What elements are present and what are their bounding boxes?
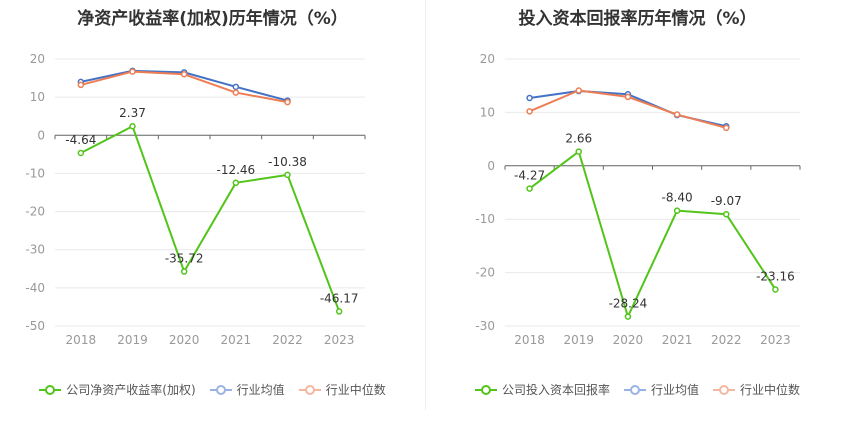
legend-line-icon: [298, 384, 321, 396]
y-tick-label: -10: [25, 166, 45, 180]
data-point: [624, 93, 632, 101]
y-tick-label: 20: [480, 52, 495, 66]
data-label: -8.40: [662, 191, 693, 205]
data-label: -23.16: [756, 269, 795, 283]
data-label: -35.72: [165, 252, 204, 266]
legend-item-industry-median[interactable]: 行业中位数: [713, 381, 800, 398]
data-point: [772, 286, 779, 293]
legend-line-icon: [623, 384, 646, 396]
x-tick-label: 2022: [711, 333, 742, 347]
legend-line-icon: [39, 384, 62, 396]
y-tick-label: -50: [25, 319, 45, 333]
data-point: [232, 179, 240, 187]
data-point: [77, 149, 85, 157]
legend-item-industry-mean[interactable]: 行业均值: [209, 381, 285, 398]
data-point: [180, 71, 188, 78]
y-tick-label: -30: [475, 319, 495, 333]
data-point: [232, 83, 240, 91]
series-line: [528, 150, 777, 318]
legend-line-icon: [713, 384, 735, 396]
data-label: 2.66: [565, 132, 592, 146]
y-tick-label: -30: [25, 243, 45, 257]
y-tick-label: -40: [25, 281, 45, 295]
legend-label: 行业均值: [650, 383, 699, 397]
chart-legend: 公司投入资本回报率 行业均值 行业中位数: [425, 381, 850, 398]
data-point: [284, 98, 291, 106]
x-tick-label: 2022: [272, 333, 303, 347]
x-tick-label: 2020: [169, 333, 200, 347]
data-label: -9.07: [711, 194, 742, 208]
data-label: -46.17: [320, 291, 359, 305]
legend-label: 行业中位数: [325, 383, 386, 397]
data-label: -4.64: [65, 133, 96, 147]
data-point: [526, 108, 533, 115]
data-label: -12.46: [216, 163, 255, 177]
x-tick-label: 2018: [514, 333, 545, 347]
y-tick-label: -10: [475, 212, 495, 226]
roe-chart-panel: 净资产收益率(加权)历年情况（%） 20 10 0 -10 -20 -30 -40 -50 20…: [0, 9, 425, 398]
roic-chart-plot: 20 10 0 -10 -20 -30 2018 2019 2020 2021 2022 2023 -4…: [475, 52, 801, 347]
legend-label: 公司投入资本回报率: [501, 383, 610, 397]
y-tick-label: 0: [37, 128, 45, 142]
legend-item-industry-median[interactable]: 行业中位数: [298, 381, 386, 398]
legend-item-company[interactable]: 公司投入资本回报率: [474, 381, 610, 398]
legend-item-company[interactable]: 公司净资产收益率(加权): [39, 381, 196, 398]
x-tick-label: 2020: [613, 333, 644, 347]
x-tick-label: 2023: [324, 333, 355, 347]
data-point: [673, 207, 681, 214]
data-point: [673, 111, 681, 118]
data-point: [526, 185, 533, 192]
data-label: -10.38: [268, 155, 307, 169]
legend-item-industry-mean[interactable]: 行业均值: [623, 381, 699, 398]
roe-chart-plot: 20 10 0 -10 -20 -30 -40 -50 2018 2019 2020 2021 2022…: [25, 52, 366, 347]
data-label: 2.37: [119, 106, 146, 120]
data-point: [575, 148, 582, 155]
series-line: [80, 125, 341, 312]
data-point: [129, 68, 136, 75]
y-tick-label: 10: [480, 105, 495, 119]
y-tick-label: 20: [30, 52, 45, 66]
y-tick-label: -20: [475, 266, 495, 280]
data-point: [129, 122, 136, 130]
data-label: -28.24: [609, 297, 648, 311]
y-tick-label: 0: [487, 159, 495, 173]
data-point: [77, 81, 85, 89]
x-tick-label: 2021: [221, 333, 252, 347]
data-point: [335, 308, 343, 315]
chart-title: 净资产收益率(加权)历年情况（%）: [77, 9, 348, 29]
data-point: [575, 87, 582, 94]
data-point: [284, 171, 291, 179]
chart-legend: 公司净资产收益率(加权) 行业均值 行业中位数: [0, 381, 425, 398]
legend-label: 公司净资产收益率(加权): [66, 383, 196, 397]
data-point: [723, 210, 730, 218]
x-tick-label: 2018: [66, 333, 97, 347]
data-label: -4.27: [514, 169, 545, 183]
legend-label: 行业中位数: [740, 383, 801, 397]
legend-line-icon: [209, 384, 232, 396]
x-tick-label: 2019: [117, 333, 148, 347]
y-tick-label: -20: [25, 205, 45, 219]
data-point: [232, 89, 240, 96]
panel-divider: [425, 0, 426, 410]
chart-title: 投入资本回报率历年情况（%）: [518, 9, 757, 29]
x-tick-label: 2021: [662, 333, 693, 347]
data-point: [526, 94, 533, 102]
data-point: [624, 313, 632, 320]
legend-line-icon: [474, 384, 497, 396]
y-tick-label: 10: [30, 90, 45, 104]
roic-chart-panel: 投入资本回报率历年情况（%） 20 10 0 -10 -20 -30 2018 2019 202…: [425, 0, 850, 437]
x-tick-label: 2023: [760, 333, 791, 347]
legend-label: 行业均值: [236, 383, 285, 397]
data-point: [180, 268, 188, 275]
x-tick-label: 2019: [563, 333, 594, 347]
data-point: [723, 124, 730, 132]
